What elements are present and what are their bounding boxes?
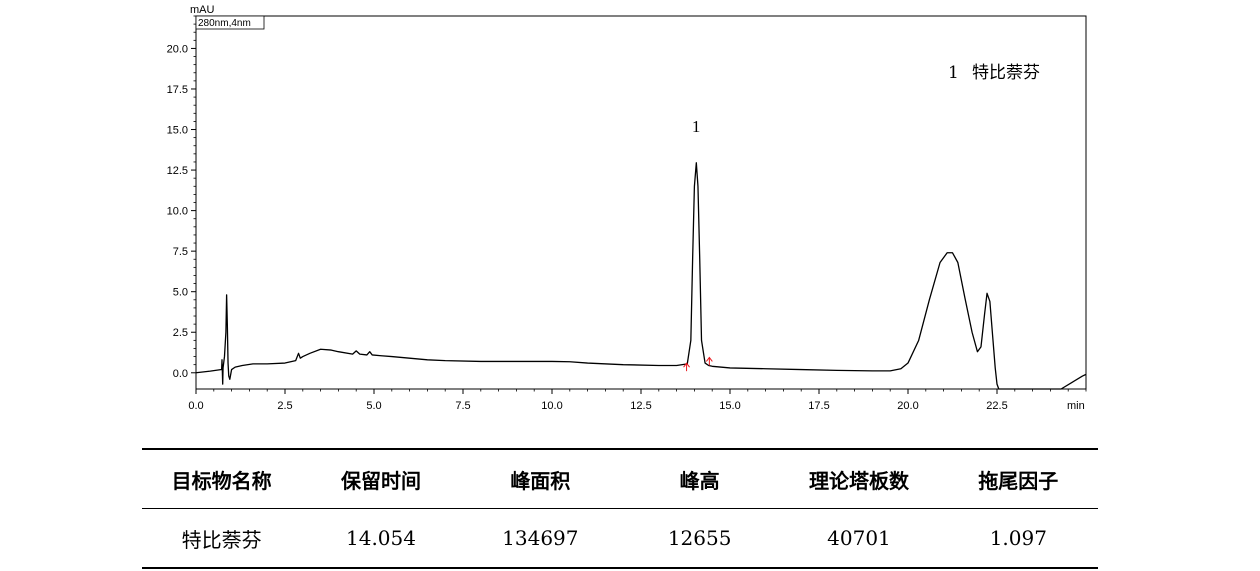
traces bbox=[195, 162, 1087, 390]
x-tick-label: 20.0 bbox=[897, 400, 918, 412]
y-tick-label: 15.0 bbox=[167, 125, 188, 137]
y-unit-label: mAU bbox=[190, 4, 215, 16]
y-tick-label: 20.0 bbox=[167, 43, 188, 55]
peak-annotations: 1 bbox=[692, 117, 701, 136]
table-header-row: 目标物名称 保留时间 峰面积 峰高 理论塔板数 拖尾因子 bbox=[142, 449, 1098, 509]
x-tick-label: 22.5 bbox=[986, 400, 1007, 412]
integration-marks bbox=[683, 356, 713, 372]
cell-analyte-name: 特比萘芬 bbox=[181, 527, 262, 552]
results-table: 目标物名称 保留时间 峰面积 峰高 理论塔板数 拖尾因子 特比萘芬 14.054… bbox=[142, 448, 1098, 569]
x-tick-label: 12.5 bbox=[630, 400, 651, 412]
cell-tailing-factor: 1.097 bbox=[989, 526, 1047, 550]
x-unit-label: min bbox=[1067, 400, 1085, 412]
integration-mark-head bbox=[683, 362, 690, 368]
y-tick-label: 5.0 bbox=[173, 287, 188, 299]
x-tick-label: 10.0 bbox=[541, 400, 562, 412]
x-axis: 0.0 2.5 5.0 7.5 10.0 12.5 15.0 17.5 20.0 22.5 bbox=[188, 389, 1087, 412]
table-row: 特比萘芬 14.054 134697 12655 40701 1.097 bbox=[142, 509, 1098, 568]
x-tick-label: 7.5 bbox=[455, 400, 470, 412]
integration-mark-head bbox=[705, 356, 713, 362]
chromatogram-svg: mAU min 280nm,4nm 1 特比萘芬 0.0 2.5 5.0 7.5 10.… bbox=[167, 4, 1087, 412]
cell-theoretical-plates: 40701 bbox=[827, 526, 891, 550]
y-tick-label: 17.5 bbox=[167, 84, 188, 96]
cell-peak-area: 134697 bbox=[502, 526, 579, 550]
x-tick-label: 5.0 bbox=[366, 400, 381, 412]
series-line bbox=[195, 162, 1087, 390]
peak-label: 1 bbox=[692, 117, 701, 136]
cell-peak-height: 12655 bbox=[667, 526, 732, 550]
y-axis: 0.0 2.5 5.0 7.5 10.0 12.5 15.0 17.5 20.0 bbox=[167, 15, 196, 380]
header-retention-time: 保留时间 bbox=[340, 468, 421, 493]
x-tick-label: 15.0 bbox=[719, 400, 740, 412]
detector-label-box bbox=[195, 15, 265, 30]
x-tick-label: 17.5 bbox=[808, 400, 829, 412]
y-tick-label: 12.5 bbox=[167, 165, 188, 177]
header-analyte-name: 目标物名称 bbox=[171, 468, 272, 493]
x-tick-label: 0.0 bbox=[188, 400, 203, 412]
chromatogram-chart: mAU min 280nm,4nm 1 特比萘芬 0.0 2.5 5.0 7.5 10.… bbox=[167, 4, 1087, 412]
legend-number: 1 bbox=[948, 63, 959, 83]
y-tick-label: 2.5 bbox=[173, 327, 188, 339]
header-theoretical-plates: 理论塔板数 bbox=[808, 468, 909, 493]
legend-name: 特比萘芬 bbox=[972, 63, 1040, 83]
x-tick-label: 2.5 bbox=[277, 400, 292, 412]
detector-label: 280nm,4nm bbox=[198, 18, 251, 29]
header-peak-area: 峰面积 bbox=[510, 468, 571, 493]
y-tick-label: 10.0 bbox=[167, 206, 188, 218]
cell-retention-time: 14.054 bbox=[346, 526, 416, 550]
header-peak-height: 峰高 bbox=[679, 468, 720, 493]
y-tick-label: 7.5 bbox=[173, 246, 188, 258]
header-tailing-factor: 拖尾因子 bbox=[978, 468, 1059, 493]
y-tick-label: 0.0 bbox=[173, 368, 188, 380]
